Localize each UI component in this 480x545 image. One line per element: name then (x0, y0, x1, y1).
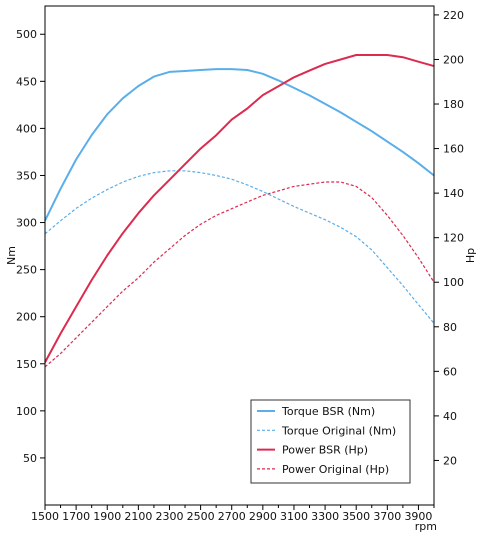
legend-label: Power Original (Hp) (282, 463, 389, 476)
left-tick-label: 400 (16, 122, 37, 135)
series-line-2 (44, 170, 435, 324)
x-tick-label: 1900 (93, 510, 121, 523)
x-tick-label: 3100 (280, 510, 308, 523)
right-tick-label: 220 (443, 9, 464, 22)
left-tick-label: 100 (16, 405, 37, 418)
left-tick-label: 350 (16, 169, 37, 182)
x-tick-label: 2300 (155, 510, 183, 523)
right-tick-label: 160 (443, 143, 464, 156)
right-tick-label: 120 (443, 232, 464, 245)
right-tick-label: 200 (443, 53, 464, 66)
left-axis-title: Nm (5, 246, 18, 265)
chart-legend: Torque BSR (Nm) Torque Original (Nm) Power… (250, 399, 411, 484)
right-tick-label: 180 (443, 98, 464, 111)
legend-label: Torque Original (Nm) (281, 424, 396, 437)
x-tick-label: 1500 (31, 510, 59, 523)
left-tick-label: 500 (16, 28, 37, 41)
x-tick-label: 2700 (218, 510, 246, 523)
legend-items: Torque BSR (Nm) Torque Original (Nm) Power… (257, 405, 396, 476)
x-tick-label: 1700 (62, 510, 90, 523)
x-tick-label: 2100 (124, 510, 152, 523)
left-tick-label: 50 (23, 452, 37, 465)
legend-label: Torque BSR (Nm) (281, 405, 375, 418)
right-tick-label: 20 (443, 454, 457, 467)
x-tick-label: 3500 (342, 510, 370, 523)
x-tick-label: 3300 (311, 510, 339, 523)
series-line-1 (44, 68, 435, 222)
right-tick-label: 80 (443, 321, 457, 334)
legend-box (250, 399, 411, 484)
legend-label: Power BSR (Hp) (282, 444, 368, 457)
right-axis-title: Hp (464, 248, 477, 263)
axis-ticks-layer: 50 100 150 200 250 300 350 400 450 500 20 40 60 80 100… (16, 9, 464, 523)
x-tick-label: 2500 (187, 510, 215, 523)
x-axis-title: rpm (415, 520, 437, 533)
left-tick-label: 200 (16, 311, 37, 324)
left-tick-label: 450 (16, 75, 37, 88)
right-tick-label: 140 (443, 187, 464, 200)
left-tick-label: 150 (16, 358, 37, 371)
x-tick-label: 3900 (404, 510, 432, 523)
plot-frame (44, 5, 435, 506)
x-tick-label: 3700 (373, 510, 401, 523)
x-tick-label: 2900 (249, 510, 277, 523)
right-tick-label: 40 (443, 410, 457, 423)
right-tick-label: 60 (443, 365, 457, 378)
series-line-4 (44, 181, 435, 368)
right-tick-label: 100 (443, 276, 464, 289)
series-lines-layer (44, 54, 435, 368)
left-tick-label: 250 (16, 264, 37, 277)
series-line-3 (44, 54, 435, 363)
left-tick-label: 300 (16, 217, 37, 230)
